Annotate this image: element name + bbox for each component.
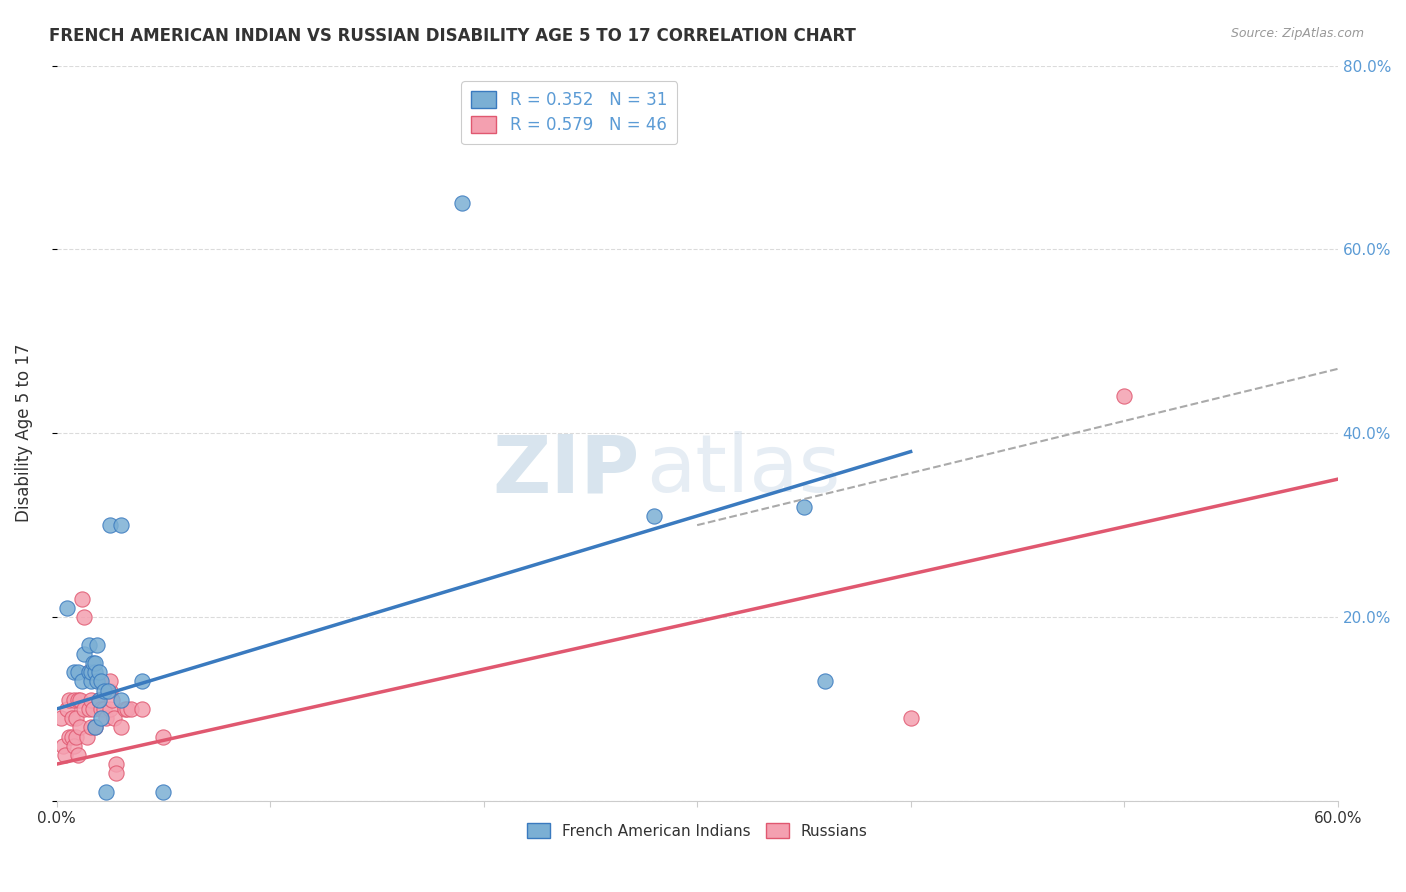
Point (110, 693, 132, 707)
Point (90, 674, 112, 689)
Point (114, 702, 136, 716)
Point (152, 785, 174, 799)
Point (80, 665, 103, 680)
Point (62, 739, 84, 753)
Point (94, 711, 117, 725)
Point (65, 711, 87, 725)
Text: FRENCH AMERICAN INDIAN VS RUSSIAN DISABILITY AGE 5 TO 17 CORRELATION CHART: FRENCH AMERICAN INDIAN VS RUSSIAN DISABI… (49, 27, 856, 45)
Point (73, 702, 96, 716)
Text: atlas: atlas (645, 431, 841, 509)
Point (82, 702, 104, 716)
Point (80, 720, 103, 734)
Point (84, 720, 107, 734)
Point (66, 747, 89, 762)
Text: ZIP: ZIP (492, 431, 640, 509)
Point (110, 720, 132, 734)
Point (69, 720, 91, 734)
Point (82, 656, 104, 670)
Point (900, 711, 922, 725)
Point (84, 720, 107, 734)
Point (62, 665, 84, 680)
Point (60, 730, 83, 744)
Point (98, 702, 121, 716)
Point (152, 730, 174, 744)
Point (65, 730, 87, 744)
Point (105, 766, 128, 780)
Legend: French American Indians, Russians: French American Indians, Russians (520, 816, 873, 845)
Y-axis label: Disability Age 5 to 17: Disability Age 5 to 17 (15, 344, 32, 523)
Point (84, 665, 107, 680)
Point (115, 702, 138, 716)
Point (131, 702, 153, 716)
Point (101, 693, 124, 707)
Point (97, 683, 120, 698)
Point (105, 757, 128, 772)
Point (76, 730, 98, 744)
Point (94, 785, 117, 799)
Point (98, 683, 121, 698)
Point (89, 674, 111, 689)
Point (80, 674, 103, 689)
Point (62, 693, 84, 707)
Point (77, 638, 100, 652)
Point (69, 693, 91, 707)
Point (66, 665, 89, 680)
Point (52, 739, 75, 753)
Point (131, 674, 153, 689)
Point (103, 711, 125, 725)
Point (56, 600, 79, 615)
Point (793, 500, 815, 514)
Point (93, 702, 115, 716)
Point (49, 711, 72, 725)
Point (120, 702, 142, 716)
Point (86, 674, 108, 689)
Point (98, 518, 121, 533)
Point (89, 693, 111, 707)
Point (77, 702, 100, 716)
Point (98, 674, 121, 689)
Point (73, 610, 96, 624)
Point (89, 693, 111, 707)
Point (60, 711, 83, 725)
Point (84, 656, 107, 670)
Point (66, 693, 89, 707)
Point (814, 674, 837, 689)
Point (70, 591, 93, 606)
Point (93, 683, 115, 698)
Point (110, 518, 132, 533)
Text: Source: ZipAtlas.com: Source: ZipAtlas.com (1230, 27, 1364, 40)
Point (86, 638, 108, 652)
Point (58, 730, 80, 744)
Point (90, 702, 112, 716)
Point (53, 747, 76, 762)
Point (73, 647, 96, 661)
Point (77, 665, 100, 680)
Point (1114, 389, 1136, 403)
Point (643, 508, 665, 523)
Point (80, 693, 103, 707)
Point (90, 711, 112, 725)
Point (451, 196, 474, 211)
Point (89, 665, 111, 680)
Point (70, 674, 93, 689)
Point (58, 693, 80, 707)
Point (56, 702, 79, 716)
Point (77, 665, 100, 680)
